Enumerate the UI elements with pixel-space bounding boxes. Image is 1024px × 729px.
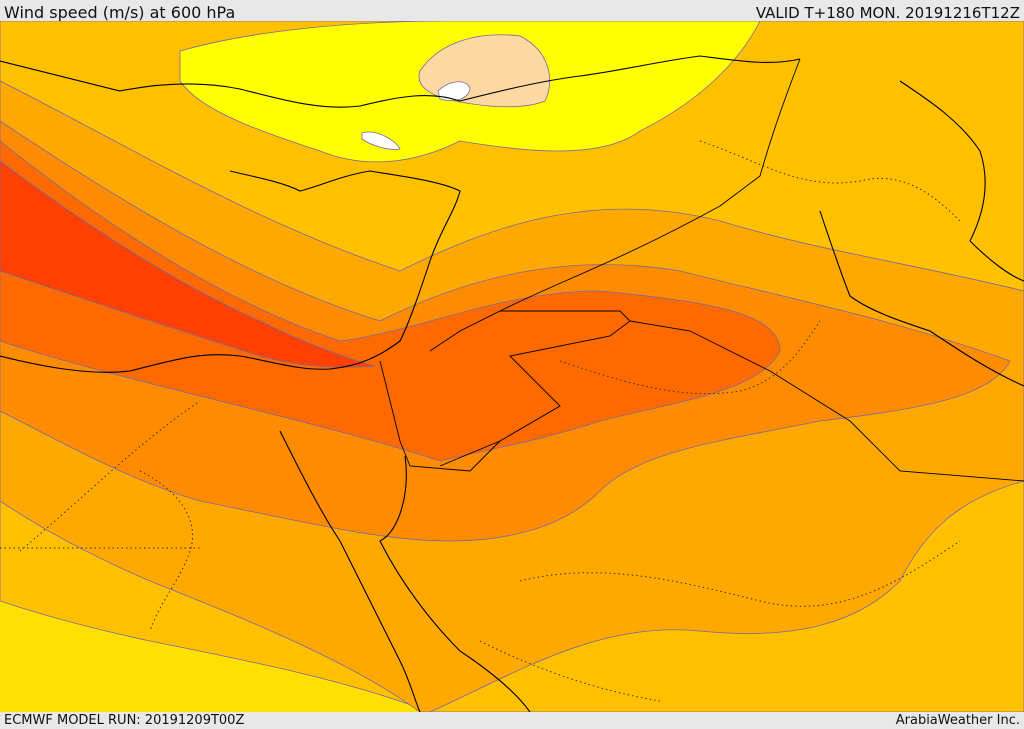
coastline-red-sea-west: [279, 430, 421, 712]
admin-line-4: [479, 640, 661, 702]
header-bar: Wind speed (m/s) at 600 hPa VALID T+180 …: [0, 0, 1024, 22]
border-iraq-saudi: [629, 320, 1024, 482]
band-lowest-1: [437, 81, 471, 101]
coastline-caspian: [899, 80, 1024, 282]
border-egypt: [379, 360, 501, 472]
coastline-turkey: [0, 55, 801, 108]
map-canvas: [0, 21, 1024, 712]
band-very-strong: [0, 140, 781, 462]
footer-bar: ECMWF MODEL RUN: 20191209T00Z ArabiaWeat…: [0, 712, 1024, 729]
admin-line-2: [519, 540, 961, 607]
band-lowest-2: [361, 131, 401, 150]
valid-time: VALID T+180 MON. 20191216T12Z: [755, 4, 1020, 22]
coastline-mediterranean: [0, 170, 461, 373]
wind-speed-map: [0, 21, 1024, 712]
border-jordan: [429, 310, 631, 467]
admin-line-5: [699, 140, 961, 222]
model-run: ECMWF MODEL RUN: 20191209T00Z: [4, 713, 245, 728]
band-extreme: [0, 160, 376, 368]
coastline-gulf: [819, 210, 1024, 387]
brand-label: ArabiaWeather Inc.: [895, 713, 1020, 728]
coastline-red-sea-east: [379, 455, 531, 712]
border-saudi-north: [499, 58, 801, 312]
map-title: Wind speed (m/s) at 600 hPa: [4, 3, 236, 22]
